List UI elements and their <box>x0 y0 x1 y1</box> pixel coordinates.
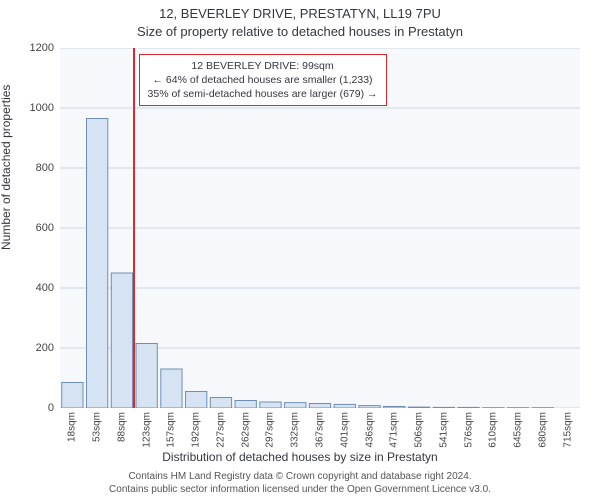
property-size-chart: 12, BEVERLEY DRIVE, PRESTATYN, LL19 7PU … <box>0 0 600 500</box>
histogram-bar <box>136 344 157 409</box>
x-tick-label: 332sqm <box>290 412 301 448</box>
footer-line-2: Contains public sector information licen… <box>0 483 600 496</box>
annotation-line: ← 64% of detached houses are smaller (1,… <box>148 73 378 87</box>
x-tick-label: 680sqm <box>537 412 548 448</box>
x-tick-label: 541sqm <box>438 412 449 448</box>
x-tick-label: 401sqm <box>339 412 350 448</box>
property-marker-line <box>133 48 135 408</box>
x-tick-label: 645sqm <box>513 412 524 448</box>
histogram-bar <box>260 402 281 408</box>
x-tick-label: 53sqm <box>92 412 103 442</box>
chart-subtitle: Size of property relative to detached ho… <box>0 24 600 39</box>
histogram-bar <box>433 407 454 408</box>
histogram-bar <box>86 119 107 409</box>
plot-area: 02004006008001000120018sqm53sqm88sqm123s… <box>60 48 580 408</box>
x-tick-label: 88sqm <box>116 412 127 442</box>
property-annotation: 12 BEVERLEY DRIVE: 99sqm← 64% of detache… <box>139 54 387 106</box>
histogram-bar <box>334 404 355 408</box>
annotation-line: 35% of semi-detached houses are larger (… <box>148 87 378 101</box>
annotation-line: 12 BEVERLEY DRIVE: 99sqm <box>148 59 378 73</box>
x-tick-label: 367sqm <box>315 412 326 448</box>
x-tick-label: 297sqm <box>265 412 276 448</box>
x-tick-label: 715sqm <box>562 412 573 448</box>
histogram-bar <box>384 407 405 409</box>
y-tick-label: 1000 <box>30 102 54 114</box>
histogram-bar <box>186 392 207 409</box>
histogram-bar <box>309 404 330 409</box>
x-tick-label: 471sqm <box>389 412 400 448</box>
x-tick-label: 157sqm <box>166 412 177 448</box>
x-tick-label: 576sqm <box>463 412 474 448</box>
x-tick-label: 192sqm <box>191 412 202 448</box>
x-axis-label: Distribution of detached houses by size … <box>0 450 600 464</box>
x-tick-label: 18sqm <box>67 412 78 442</box>
y-tick-label: 600 <box>36 222 54 234</box>
y-tick-label: 400 <box>36 282 54 294</box>
y-tick-label: 1200 <box>30 42 54 54</box>
x-tick-label: 227sqm <box>215 412 226 448</box>
histogram-bar <box>408 407 429 408</box>
y-axis-label: Number of detached properties <box>0 85 13 250</box>
y-tick-label: 200 <box>36 342 54 354</box>
y-tick-label: 800 <box>36 162 54 174</box>
y-tick-label: 0 <box>48 402 54 414</box>
x-tick-label: 262sqm <box>240 412 251 448</box>
histogram-bar <box>161 369 182 408</box>
histogram-bar <box>62 383 83 409</box>
histogram-bar <box>458 407 479 408</box>
histogram-bar <box>111 273 132 408</box>
histogram-bar <box>359 406 380 408</box>
x-tick-label: 506sqm <box>414 412 425 448</box>
chart-title: 12, BEVERLEY DRIVE, PRESTATYN, LL19 7PU <box>0 6 600 21</box>
histogram-bar <box>235 401 256 409</box>
histogram-bar <box>285 403 306 408</box>
x-tick-label: 610sqm <box>488 412 499 448</box>
x-tick-label: 123sqm <box>141 412 152 448</box>
histogram-bar <box>210 398 231 409</box>
chart-footer: Contains HM Land Registry data © Crown c… <box>0 470 600 496</box>
x-tick-label: 436sqm <box>364 412 375 448</box>
footer-line-1: Contains HM Land Registry data © Crown c… <box>0 470 600 483</box>
